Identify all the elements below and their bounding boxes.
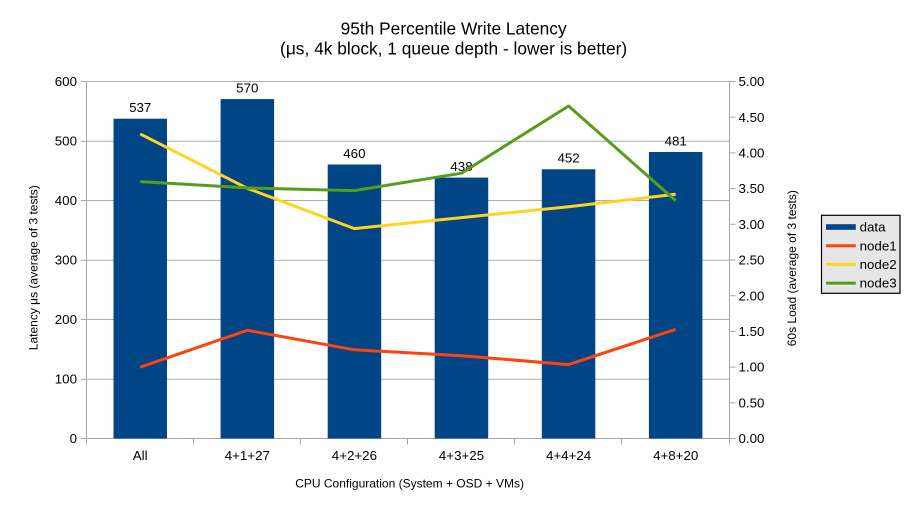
svg-text:537: 537 [129, 100, 151, 115]
svg-text:100: 100 [55, 372, 77, 387]
svg-text:2.00: 2.00 [739, 288, 765, 303]
svg-text:300: 300 [55, 253, 77, 268]
svg-text:4+8+20: 4+8+20 [653, 448, 698, 463]
svg-text:4+2+26: 4+2+26 [332, 448, 377, 463]
svg-text:0.50: 0.50 [739, 395, 765, 410]
svg-text:node2: node2 [860, 257, 897, 272]
svg-text:200: 200 [55, 312, 77, 327]
svg-text:3.00: 3.00 [739, 217, 765, 232]
svg-text:1.00: 1.00 [739, 360, 765, 375]
svg-text:4+3+25: 4+3+25 [439, 448, 484, 463]
svg-text:0.00: 0.00 [739, 431, 765, 446]
svg-text:5.00: 5.00 [739, 74, 765, 89]
svg-text:(μs, 4k block, 1 queue depth -: (μs, 4k block, 1 queue depth - lower is … [280, 38, 627, 58]
svg-text:node3: node3 [860, 276, 897, 291]
svg-text:3.50: 3.50 [739, 181, 765, 196]
svg-text:node1: node1 [860, 238, 897, 253]
svg-text:460: 460 [343, 146, 365, 161]
svg-text:570: 570 [236, 80, 258, 95]
svg-text:600: 600 [55, 74, 77, 89]
svg-text:481: 481 [665, 133, 687, 148]
svg-text:1.50: 1.50 [739, 324, 765, 339]
svg-text:data: data [860, 220, 887, 235]
svg-text:60s Load (average of 3 tests): 60s Load (average of 3 tests) [785, 190, 799, 346]
svg-text:400: 400 [55, 193, 77, 208]
svg-text:All: All [133, 448, 148, 463]
svg-text:2.50: 2.50 [739, 253, 765, 268]
svg-text:4+4+24: 4+4+24 [546, 448, 592, 463]
svg-text:4+1+27: 4+1+27 [225, 448, 270, 463]
svg-text:0: 0 [70, 431, 77, 446]
svg-text:4.00: 4.00 [739, 146, 765, 161]
svg-text:500: 500 [55, 134, 77, 149]
svg-text:4.50: 4.50 [739, 110, 765, 125]
svg-text:95th Percentile Write Latency: 95th Percentile Write Latency [341, 19, 567, 39]
svg-text:CPU Configuration (System + OS: CPU Configuration (System + OSD + VMs) [295, 477, 524, 491]
svg-text:452: 452 [557, 151, 579, 166]
svg-text:Latency μs (average of 3 tests: Latency μs (average of 3 tests) [26, 185, 40, 350]
